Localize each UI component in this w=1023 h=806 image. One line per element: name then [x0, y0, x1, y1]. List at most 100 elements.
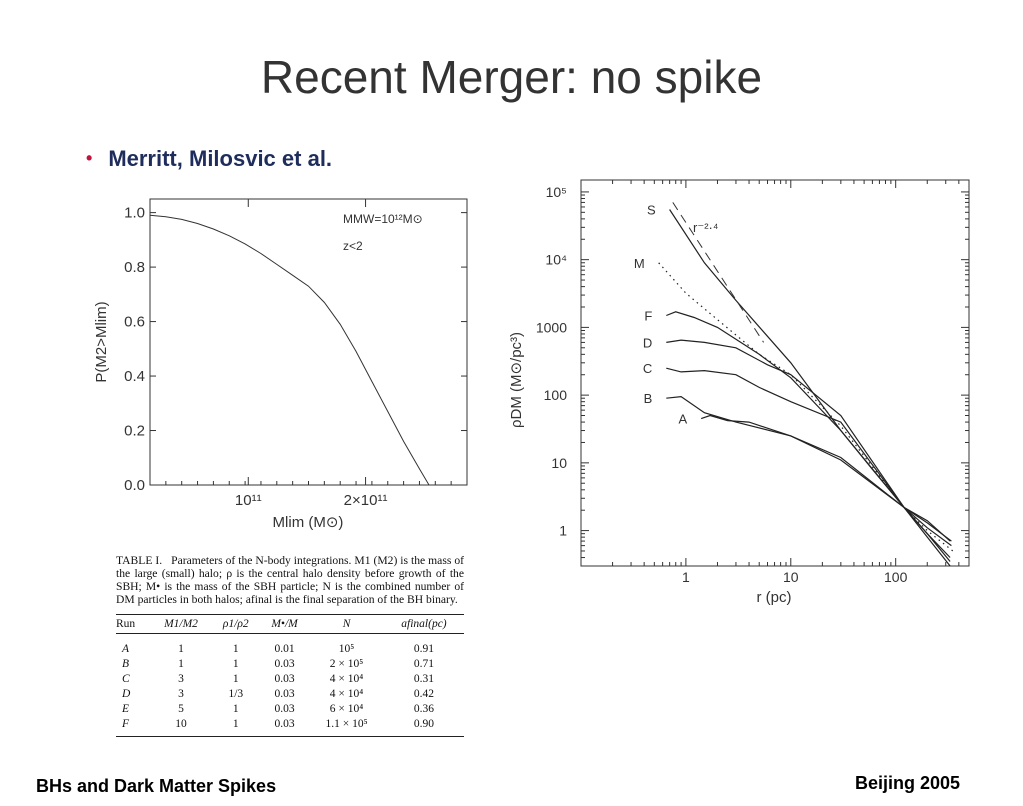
series-line-S: [669, 209, 951, 558]
x-ticks: 1 10 100: [612, 180, 970, 585]
table-cell: 0.03: [274, 703, 295, 715]
bullet-text: Merritt, Milosvic et al.: [108, 146, 333, 171]
table-cell: 1: [178, 658, 184, 670]
y-tick-label: 1000: [536, 319, 567, 335]
table-cell: 0.71: [413, 658, 435, 670]
header-mass-ratio: M1/M2: [164, 618, 198, 630]
series-label-F: F: [644, 308, 652, 323]
y-tick-label: 1: [559, 523, 567, 539]
plot-border: [580, 179, 970, 567]
table-cell: D: [122, 688, 131, 700]
reference-line: [672, 202, 765, 343]
x-axis-label: r (pc): [757, 589, 792, 606]
table-cell: 0.03: [274, 673, 295, 685]
table-row: E 5 1 0.03 6 × 10⁴ 0.36: [116, 702, 464, 717]
footer-right: Beijing 2005: [854, 773, 960, 793]
x-tick-label: 1: [682, 569, 690, 585]
annotation-mass: MMW=10¹²M⊙: [343, 212, 423, 226]
table-cell: 0.42: [413, 688, 435, 700]
table-cell: 1: [211, 717, 260, 737]
footer-left: BHs and Dark Matter Spikes: [36, 776, 277, 796]
series-line-A: [701, 414, 952, 542]
series-label-C: C: [643, 361, 652, 376]
parameters-table-block: TABLE I. Parameters of the N-body integr…: [116, 554, 464, 737]
table-cell: 1.1 × 10⁵: [309, 717, 384, 737]
table-cell: 0.91: [413, 643, 435, 655]
caption-text: Parameters of the N-body integrations. M…: [116, 554, 464, 606]
table-cell: 0.36: [413, 703, 435, 715]
density-series: [658, 209, 954, 567]
table-row: C 3 1 0.03 4 × 10⁴ 0.31: [116, 672, 464, 687]
series-label-M: M: [634, 256, 645, 271]
y-tick-label: 0.2: [124, 423, 145, 440]
probability-plot-frame: [149, 198, 468, 486]
probability-curve: [149, 214, 430, 486]
table-cell: 0.03: [274, 688, 295, 700]
y-ticks: 1 10 100 1000 10⁴ 10⁵: [536, 184, 969, 567]
x-tick-label: 2×10¹¹: [344, 492, 388, 509]
table-cell: 1/3: [228, 688, 244, 700]
y-tick-label: 10⁵: [546, 184, 567, 200]
series-label-B: B: [644, 391, 653, 406]
table-cell: 2 × 10⁵: [329, 658, 364, 670]
table-cell: 1: [232, 658, 239, 670]
table-cell: F: [116, 717, 151, 737]
table-cell: 0.03: [259, 717, 310, 737]
y-axis-label: P(M2>Mlim): [93, 301, 110, 382]
table-cell: 3: [178, 673, 184, 685]
table-cell: E: [122, 703, 130, 715]
bullet-item: • Merritt, Milosvic et al.: [86, 146, 332, 172]
header-afinal: afinal(pc): [401, 618, 447, 630]
table-row: A 1 1 0.01 10⁵ 0.91: [116, 634, 464, 658]
x-tick-label: 10: [783, 569, 799, 585]
series-line-B: [666, 395, 951, 542]
y-tick-label: 100: [544, 387, 568, 403]
y-tick-label: 0.6: [124, 314, 145, 331]
table-cell: 1: [232, 673, 239, 685]
y-tick-label: 10: [551, 455, 567, 471]
table-row: B 1 1 0.03 2 × 10⁵ 0.71: [116, 657, 464, 672]
table-cell: 5: [178, 703, 184, 715]
table-cell: 10: [150, 717, 212, 737]
y-tick-label: 0.8: [124, 259, 145, 276]
x-tick-label: 100: [884, 569, 908, 585]
table-cell: 3: [178, 688, 184, 700]
table-row: D 3 1/3 0.03 4 × 10⁴ 0.42: [116, 687, 464, 702]
table-cell: B: [122, 658, 130, 670]
y-tick-label: 0.4: [124, 368, 145, 385]
table-cell: 10⁵: [338, 643, 355, 655]
y-ticks: 0.0 0.2 0.4 0.6 0.8 1.0: [124, 205, 467, 494]
series-line-D: [666, 339, 951, 567]
x-ticks: 10¹¹ 2×10¹¹: [165, 199, 452, 509]
table-cell: C: [122, 673, 130, 685]
series-line-F: [666, 311, 951, 562]
table-cell: 0.90: [383, 717, 464, 737]
table-caption: TABLE I. Parameters of the N-body integr…: [116, 554, 464, 606]
table-cell: 0.03: [274, 658, 295, 670]
bullet-dot-icon: •: [86, 148, 93, 168]
series-line-M: [658, 262, 954, 552]
table-cell: 0.01: [274, 643, 295, 655]
table-cell: 1: [232, 703, 239, 715]
reference-label: r⁻²·⁴: [693, 220, 718, 235]
table-cell: 4 × 10⁴: [329, 688, 364, 700]
table-header-row: Run M1/M2 ρ1/ρ2 M•/M N afinal(pc): [116, 614, 464, 634]
series-label-S: S: [647, 203, 656, 218]
y-tick-label: 0.0: [124, 477, 145, 494]
slide-title: Recent Merger: no spike: [260, 51, 763, 103]
plot-border: [149, 198, 468, 486]
parameters-table: Run M1/M2 ρ1/ρ2 M•/M N afinal(pc) A 1 1 0.0…: [116, 614, 464, 737]
table-cell: A: [122, 643, 130, 655]
caption-label: TABLE I.: [116, 554, 163, 567]
table-cell: 4 × 10⁴: [329, 673, 364, 685]
table-cell: 1: [232, 643, 239, 655]
header-run: Run: [116, 618, 136, 630]
probability-chart: 0.0 0.2 0.4 0.6 0.8 1.0 10¹¹ 2×10¹¹ P(M2>Mlim)…: [93, 198, 468, 531]
header-sbh-mass: M•/M: [271, 618, 298, 630]
annotation-redshift: z<2: [343, 239, 363, 253]
table-cell: 6 × 10⁴: [329, 703, 364, 715]
table-cell: 1: [178, 643, 184, 655]
series-label-A: A: [679, 412, 688, 427]
y-tick-label: 1.0: [124, 205, 145, 222]
